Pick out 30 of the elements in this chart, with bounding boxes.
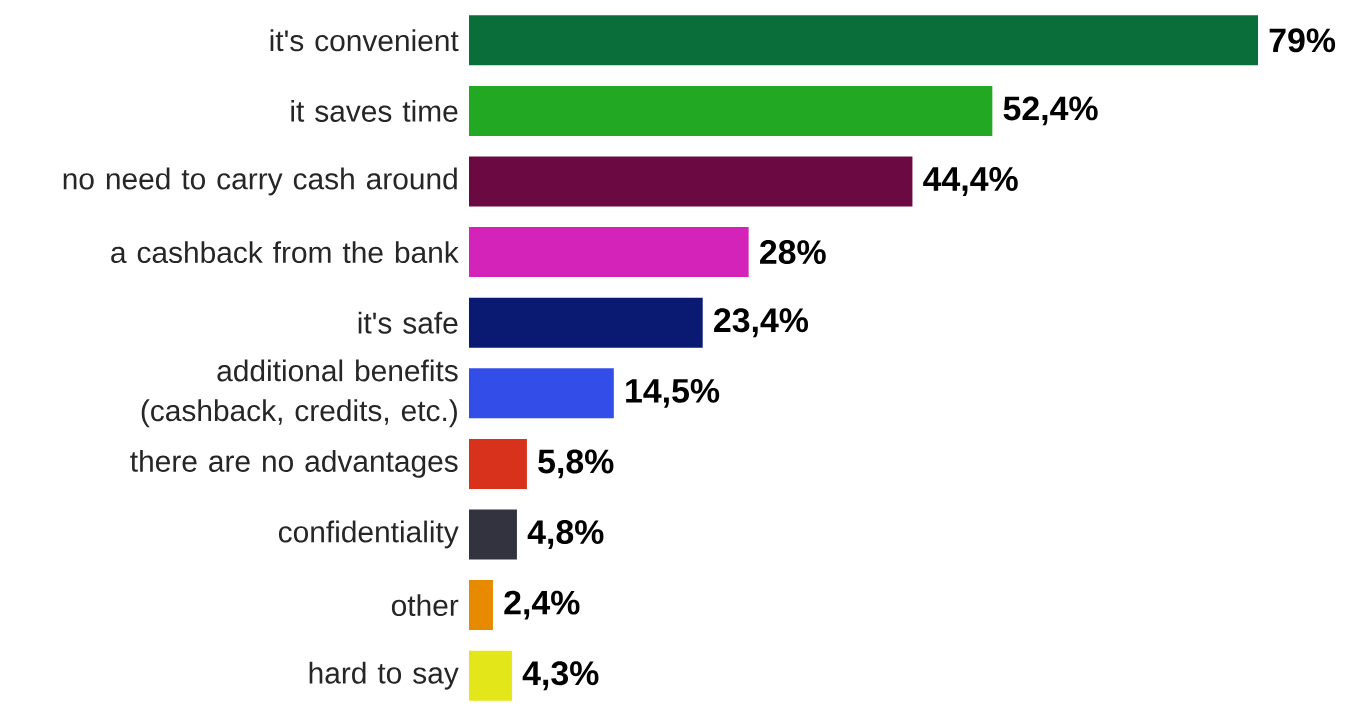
bar — [468, 438, 527, 489]
y-tick-label: it saves time — [291, 99, 458, 122]
data-label: 23,4% — [714, 308, 809, 338]
data-label: 5,8% — [538, 449, 614, 479]
y-tick-label: there are no advantages — [130, 449, 458, 478]
y-tick-label: it's convenient — [270, 29, 459, 52]
bar — [468, 156, 913, 207]
bar — [468, 227, 749, 278]
bar — [468, 85, 993, 136]
bar — [468, 297, 703, 348]
bar — [468, 580, 493, 631]
y-tick-label: other — [391, 594, 459, 617]
data-label: 2,4% — [504, 590, 580, 620]
y-tick-label: additional benefits (cashback, credits, etc.) — [141, 359, 458, 428]
data-label: 79% — [1269, 28, 1336, 53]
data-label: 44,4% — [923, 167, 1018, 196]
y-tick-label: it's safe — [358, 311, 458, 334]
y-tick-label: no need to carry cash around — [63, 167, 457, 196]
bar — [468, 368, 614, 419]
data-label: 14,5% — [626, 378, 720, 408]
y-tick-label: confidentiality — [278, 520, 459, 549]
data-label: 4,8% — [527, 520, 604, 549]
y-tick-label: hard to say — [309, 661, 459, 690]
bar — [468, 15, 1258, 66]
bar — [468, 509, 517, 560]
data-label: 52,4% — [1003, 96, 1098, 126]
data-label: 28% — [760, 240, 826, 265]
bar — [468, 650, 512, 701]
y-tick-label: a cashback from the bank — [111, 241, 459, 264]
data-label: 4,3% — [522, 661, 599, 691]
